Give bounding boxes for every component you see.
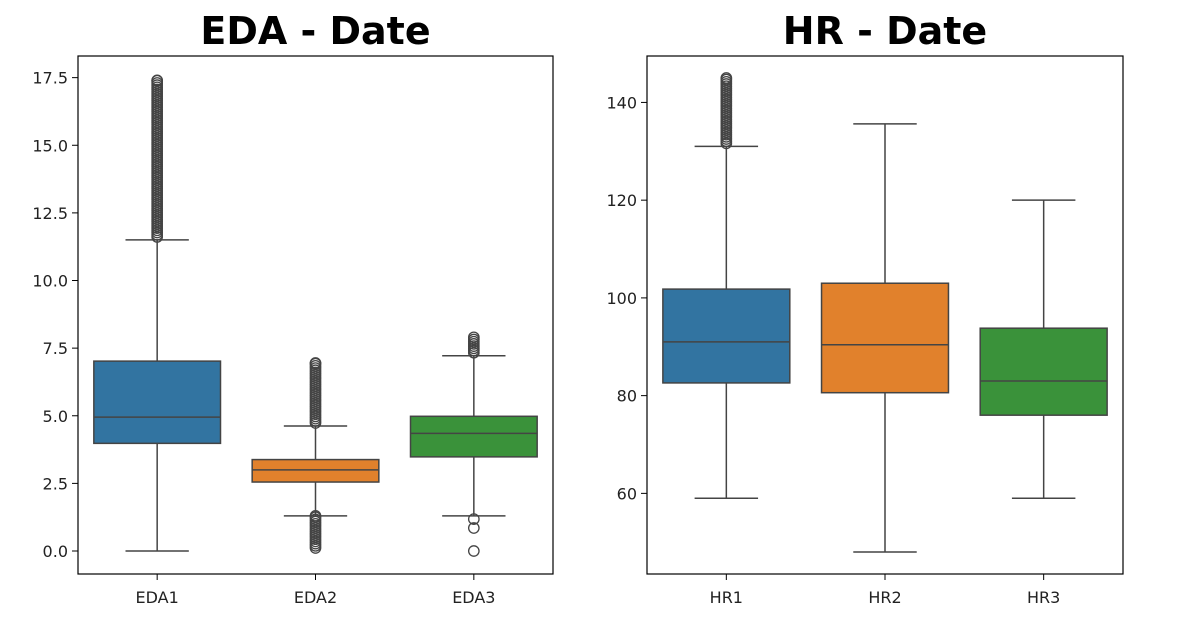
outlier-point xyxy=(309,509,322,522)
y-tick-label: 60 xyxy=(617,484,637,503)
y-tick-label: 15.0 xyxy=(32,136,68,155)
outlier-point xyxy=(720,72,733,84)
outlier-point xyxy=(467,513,480,525)
box-eda1 xyxy=(93,74,222,552)
y-tick-label: 10.0 xyxy=(32,272,68,291)
outlier-point xyxy=(467,522,480,534)
y-tick-label: 17.5 xyxy=(32,69,68,88)
x-tick-label: EDA3 xyxy=(452,588,495,607)
iqr-box xyxy=(409,415,538,458)
box-hr3 xyxy=(979,199,1108,500)
y-tick-label: 0.0 xyxy=(43,542,68,561)
chart-title: EDA - Date xyxy=(200,9,430,53)
y-tick-label: 2.5 xyxy=(43,474,68,493)
y-tick-label: 5.0 xyxy=(43,407,68,426)
y-tick-label: 100 xyxy=(606,289,637,308)
box-eda3 xyxy=(409,331,538,557)
chart-title: HR - Date xyxy=(783,9,987,53)
outlier-point xyxy=(467,331,480,344)
x-tick-label: HR3 xyxy=(1027,588,1060,607)
y-tick-label: 7.5 xyxy=(43,339,68,358)
x-tick-label: HR2 xyxy=(868,588,901,607)
x-tick-label: EDA1 xyxy=(136,588,179,607)
eda-date-chart: EDA - Date 0.0 2.5 5.0 7.5 10.0 12.5 15.0 17.5 ED… xyxy=(32,9,554,607)
y-tick-label: 140 xyxy=(606,93,637,112)
y-tick-label: 12.5 xyxy=(32,204,68,223)
outlier-point xyxy=(467,545,480,557)
box-hr1 xyxy=(662,72,791,500)
y-tick-label: 120 xyxy=(606,191,637,210)
box-eda2 xyxy=(251,357,380,554)
x-tick-label: EDA2 xyxy=(294,588,337,607)
hr-date-chart: HR - Date 60 80 100 120 140 HR1 HR2 HR3 xyxy=(606,9,1124,607)
y-tick-label: 80 xyxy=(617,387,637,406)
box-hr2 xyxy=(820,123,950,553)
iqr-box xyxy=(251,458,380,483)
x-tick-label: HR1 xyxy=(710,588,743,607)
iqr-box xyxy=(979,327,1108,416)
outlier-point xyxy=(151,74,164,87)
iqr-box xyxy=(820,282,950,394)
iqr-box xyxy=(662,288,791,384)
outlier-point xyxy=(309,357,322,369)
iqr-box xyxy=(93,360,222,445)
